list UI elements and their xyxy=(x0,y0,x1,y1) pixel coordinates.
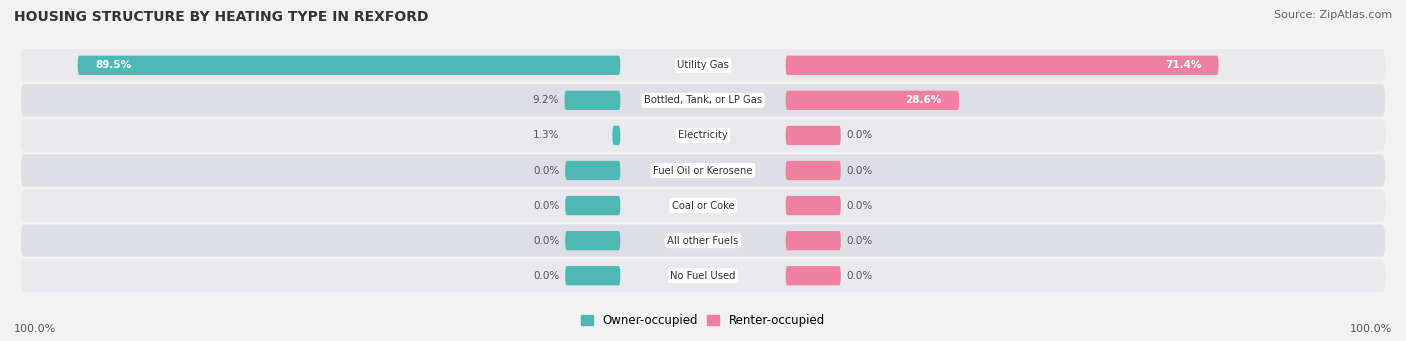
FancyBboxPatch shape xyxy=(786,196,841,215)
FancyBboxPatch shape xyxy=(21,119,1385,151)
FancyBboxPatch shape xyxy=(565,231,620,250)
Text: Coal or Coke: Coal or Coke xyxy=(672,201,734,211)
FancyBboxPatch shape xyxy=(786,266,841,285)
FancyBboxPatch shape xyxy=(21,190,1385,222)
Text: Source: ZipAtlas.com: Source: ZipAtlas.com xyxy=(1274,10,1392,20)
Text: 0.0%: 0.0% xyxy=(846,130,873,140)
FancyBboxPatch shape xyxy=(565,91,620,110)
Text: 0.0%: 0.0% xyxy=(846,236,873,246)
Text: 9.2%: 9.2% xyxy=(533,95,560,105)
Text: 0.0%: 0.0% xyxy=(533,201,560,211)
FancyBboxPatch shape xyxy=(21,260,1385,292)
FancyBboxPatch shape xyxy=(77,56,620,75)
Text: 0.0%: 0.0% xyxy=(533,165,560,176)
Text: All other Fuels: All other Fuels xyxy=(668,236,738,246)
Text: Bottled, Tank, or LP Gas: Bottled, Tank, or LP Gas xyxy=(644,95,762,105)
FancyBboxPatch shape xyxy=(565,161,620,180)
FancyBboxPatch shape xyxy=(786,56,1219,75)
FancyBboxPatch shape xyxy=(786,231,841,250)
Text: 100.0%: 100.0% xyxy=(14,324,56,334)
FancyBboxPatch shape xyxy=(565,196,620,215)
FancyBboxPatch shape xyxy=(786,126,841,145)
Legend: Owner-occupied, Renter-occupied: Owner-occupied, Renter-occupied xyxy=(576,309,830,331)
Text: 89.5%: 89.5% xyxy=(96,60,131,70)
FancyBboxPatch shape xyxy=(613,126,620,145)
Text: 0.0%: 0.0% xyxy=(846,201,873,211)
Text: 71.4%: 71.4% xyxy=(1164,60,1201,70)
FancyBboxPatch shape xyxy=(786,161,841,180)
Text: No Fuel Used: No Fuel Used xyxy=(671,271,735,281)
FancyBboxPatch shape xyxy=(786,91,959,110)
FancyBboxPatch shape xyxy=(565,266,620,285)
Text: 0.0%: 0.0% xyxy=(533,271,560,281)
Text: 0.0%: 0.0% xyxy=(846,271,873,281)
Text: 28.6%: 28.6% xyxy=(905,95,942,105)
FancyBboxPatch shape xyxy=(21,84,1385,117)
Text: Utility Gas: Utility Gas xyxy=(678,60,728,70)
FancyBboxPatch shape xyxy=(21,224,1385,257)
Text: HOUSING STRUCTURE BY HEATING TYPE IN REXFORD: HOUSING STRUCTURE BY HEATING TYPE IN REX… xyxy=(14,10,429,24)
Text: 0.0%: 0.0% xyxy=(533,236,560,246)
Text: Fuel Oil or Kerosene: Fuel Oil or Kerosene xyxy=(654,165,752,176)
FancyBboxPatch shape xyxy=(21,154,1385,187)
Text: Electricity: Electricity xyxy=(678,130,728,140)
FancyBboxPatch shape xyxy=(21,49,1385,81)
Text: 0.0%: 0.0% xyxy=(846,165,873,176)
Text: 1.3%: 1.3% xyxy=(533,130,560,140)
Text: 100.0%: 100.0% xyxy=(1350,324,1392,334)
